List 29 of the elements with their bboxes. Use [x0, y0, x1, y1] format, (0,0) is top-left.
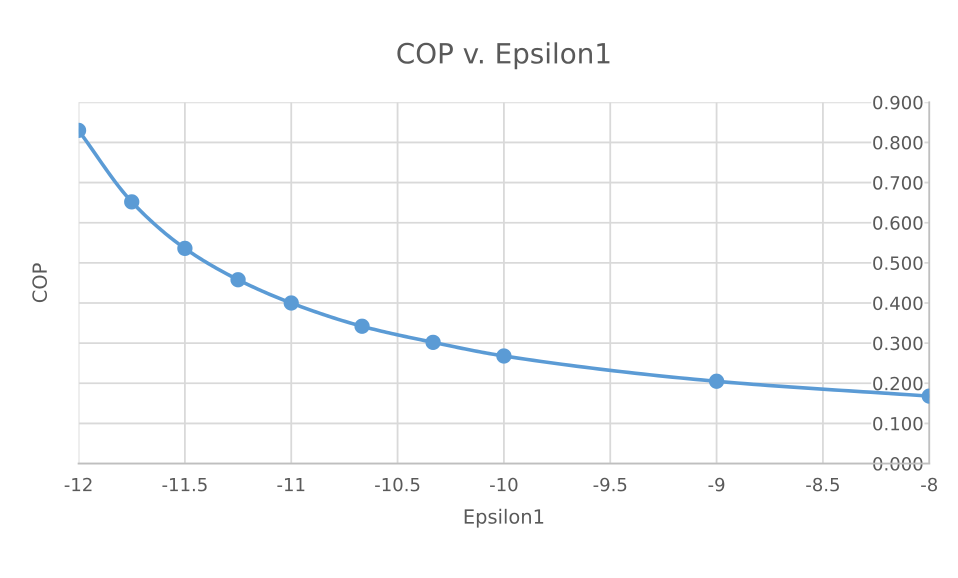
x-tick-label: -12 [64, 478, 92, 492]
point [230, 272, 246, 288]
point [496, 348, 512, 364]
y-tick-label: 0.300 [873, 336, 923, 350]
x-tick-label: -10 [490, 478, 518, 492]
point [354, 318, 370, 334]
y-tick-label: 0.700 [873, 176, 923, 190]
x-tick-label: -8.5 [806, 478, 839, 492]
y-tick-label: 0.900 [873, 96, 923, 110]
x-tick-label: -9 [708, 478, 724, 492]
x-tick-label: -11 [277, 478, 304, 492]
chart-title: COP v. Epsilon1 [397, 42, 610, 70]
x-axis-title: Epsilon1 [464, 508, 544, 528]
x-tick-label: -11.5 [162, 478, 207, 492]
y-tick-label: 0.100 [873, 416, 923, 431]
x-tick-label: -10.5 [375, 478, 420, 492]
y-tick-label: 0.200 [873, 376, 923, 390]
y-axis-title: COP [32, 263, 48, 302]
point [708, 374, 724, 389]
point [284, 295, 299, 311]
point [425, 334, 441, 350]
x-tick-label: -8 [921, 478, 938, 492]
point [124, 194, 140, 210]
y-tick-label: 0.500 [873, 256, 923, 270]
y-tick-label: 0.600 [873, 216, 923, 230]
x-tick-label: -9.5 [594, 478, 626, 492]
y-tick-label: 0.800 [873, 136, 923, 150]
point [177, 240, 193, 256]
y-tick-label: 0.400 [873, 296, 923, 310]
